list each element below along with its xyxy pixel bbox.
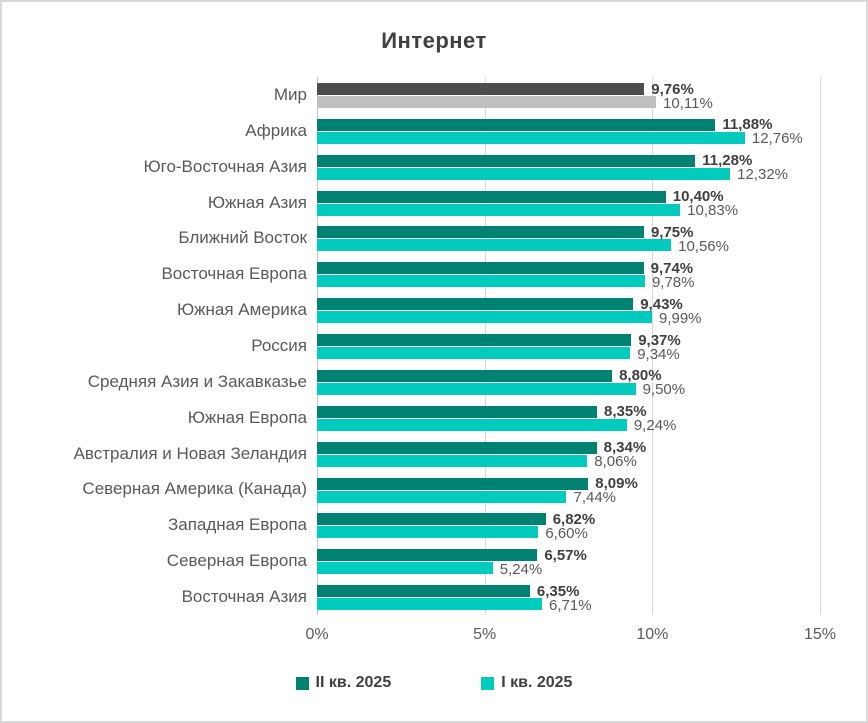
bar-series-q2: [317, 298, 634, 311]
category-label: Северная Америка (Канада): [82, 479, 307, 499]
category-label: Австралия и Новая Зеландия: [73, 443, 307, 463]
value-label-q2: 6,57%: [544, 546, 587, 564]
bar-series-q2: [317, 118, 716, 131]
bar-series-q2: [317, 226, 644, 239]
value-label-q2: 8,80%: [619, 367, 662, 385]
bar-series-q2: [317, 369, 613, 382]
bar-series-q1: [317, 526, 539, 539]
category-label: Средняя Азия и Закавказье: [87, 371, 307, 391]
legend-item-q1-2025: I кв. 2025: [481, 674, 572, 692]
legend-swatch-q2-icon: [295, 676, 309, 690]
bar-series-q2: [317, 549, 538, 562]
legend: II кв. 2025 I кв. 2025: [2, 674, 866, 692]
bar-series-q1: [317, 454, 588, 467]
bar-series-q1: [317, 167, 731, 180]
value-label-q1: 12,76%: [751, 130, 803, 148]
bar-series-q2: [317, 585, 530, 598]
category-label: Россия: [251, 336, 307, 355]
value-label-q1: 9,34%: [637, 345, 680, 363]
bar-series-q1: [317, 239, 672, 252]
value-label-q2: 9,74%: [650, 259, 694, 277]
value-label-q2: 11,88%: [722, 116, 773, 134]
category-label: Южная Азия: [207, 192, 307, 212]
category-label: Западная Европа: [167, 515, 307, 535]
bar-series-q2: [317, 513, 546, 526]
value-label-q1: 10,83%: [687, 202, 739, 220]
category-label: Мир: [273, 84, 307, 104]
bar-series-q2: [317, 154, 696, 167]
bar-series-q1: [317, 311, 652, 324]
category-label: Северная Европа: [166, 551, 307, 571]
gridline: [820, 77, 821, 615]
value-label-q2: 11,28%: [702, 152, 753, 170]
value-label-q1: 8,06%: [594, 453, 637, 471]
category-label: Восточная Европа: [161, 264, 307, 284]
category-label: Юго-Восточная Азия: [143, 156, 307, 176]
category-label: Южная Америка: [176, 300, 307, 320]
value-label-q1: 5,24%: [499, 560, 543, 578]
bar-series-q2: [317, 441, 597, 454]
bar-series-q1: [317, 347, 631, 360]
legend-label-q2: II кв. 2025: [315, 674, 392, 691]
value-label-q1: 6,71%: [549, 596, 592, 614]
value-label-q2: 8,35%: [604, 403, 647, 421]
bar-series-q1: [317, 203, 681, 216]
chart-title: Интернет: [381, 28, 487, 53]
value-label-q2: 9,75%: [650, 223, 694, 241]
bar-series-q2: [317, 262, 644, 275]
legend-item-q2-2025: II кв. 2025: [295, 674, 392, 692]
legend-label-q1: I кв. 2025: [501, 674, 573, 691]
value-label-q2: 8,34%: [603, 439, 647, 457]
bar-series-q2: [317, 334, 632, 347]
bar-series-q1: [317, 131, 745, 144]
value-label-q2: 9,76%: [651, 80, 694, 98]
x-axis-tick-label: 0%: [305, 626, 329, 643]
category-label: Южная Европа: [187, 407, 307, 427]
bar-series-q2: [317, 190, 666, 203]
value-label-q2: 9,37%: [638, 331, 681, 349]
bar-series-q1: [317, 96, 657, 108]
value-label-q1: 9,50%: [642, 381, 686, 399]
bar-series-q1: [317, 418, 627, 431]
category-label: Восточная Азия: [181, 587, 307, 607]
value-label-q1: 10,56%: [678, 237, 729, 255]
category-label: Африка: [245, 120, 307, 140]
value-label-q1: 10,11%: [663, 94, 713, 112]
legend-swatch-q1-icon: [481, 676, 495, 690]
value-label-q2: 10,40%: [672, 188, 724, 206]
value-label-q2: 9,43%: [640, 295, 683, 313]
value-label-q1: 9,99%: [658, 309, 702, 327]
bar-series-q1: [317, 490, 567, 503]
bar-series-q1: [317, 598, 542, 611]
value-label-q2: 6,82%: [552, 510, 596, 528]
category-label: Ближний Восток: [178, 228, 307, 248]
value-label-q1: 9,24%: [633, 417, 677, 435]
bar-series-q1: [317, 275, 645, 288]
value-label-q1: 9,78%: [651, 273, 695, 291]
value-label-q2: 8,09%: [595, 475, 638, 493]
x-axis-tick-label: 15%: [803, 626, 837, 643]
x-axis-tick-label: 5%: [473, 626, 497, 643]
value-label-q1: 7,44%: [573, 489, 617, 507]
x-axis-tick-label: 10%: [636, 626, 669, 643]
gridline: [652, 77, 654, 615]
bar-series-q2: [317, 477, 589, 490]
bar-series-q1: [317, 382, 636, 395]
value-label-q2: 6,35%: [536, 582, 580, 600]
bar-series-q1: [317, 562, 493, 575]
value-label-q1: 12,32%: [737, 166, 788, 184]
bar-series-q2: [317, 405, 597, 418]
value-label-q1: 6,60%: [545, 524, 588, 542]
bar-series-q2: [317, 83, 645, 95]
